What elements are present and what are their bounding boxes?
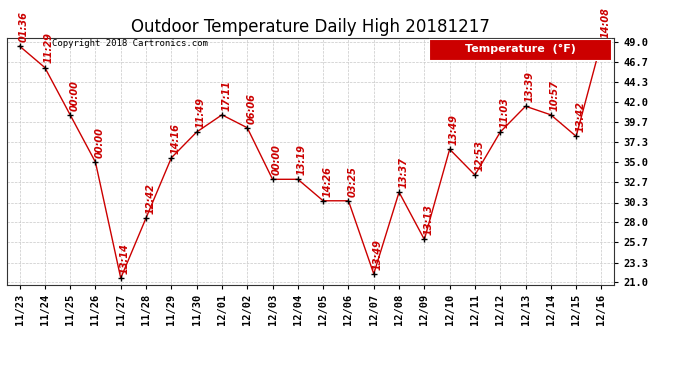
Text: 13:42: 13:42 bbox=[575, 101, 585, 132]
Text: 03:25: 03:25 bbox=[348, 166, 357, 196]
Text: 14:08: 14:08 bbox=[600, 7, 611, 38]
Text: 13:37: 13:37 bbox=[398, 157, 408, 188]
Text: 00:00: 00:00 bbox=[95, 127, 105, 158]
Text: 12:53: 12:53 bbox=[474, 140, 484, 171]
Title: Outdoor Temperature Daily High 20181217: Outdoor Temperature Daily High 20181217 bbox=[131, 18, 490, 36]
Text: 13:14: 13:14 bbox=[120, 243, 130, 274]
Text: 11:29: 11:29 bbox=[44, 33, 54, 63]
Text: 12:42: 12:42 bbox=[145, 183, 155, 214]
Text: 13:39: 13:39 bbox=[524, 71, 535, 102]
Text: 14:26: 14:26 bbox=[322, 166, 333, 196]
Text: Copyright 2018 Cartronics.com: Copyright 2018 Cartronics.com bbox=[52, 39, 208, 48]
Text: 10:57: 10:57 bbox=[550, 80, 560, 111]
Text: 13:49: 13:49 bbox=[448, 114, 459, 145]
Text: 06:06: 06:06 bbox=[246, 93, 257, 124]
Text: 14:16: 14:16 bbox=[170, 123, 181, 154]
Text: 17:11: 17:11 bbox=[221, 80, 231, 111]
Text: 13:13: 13:13 bbox=[424, 204, 433, 235]
Text: 13:49: 13:49 bbox=[373, 239, 383, 270]
Text: 11:03: 11:03 bbox=[500, 97, 509, 128]
Text: 11:49: 11:49 bbox=[196, 97, 206, 128]
Text: 00:00: 00:00 bbox=[272, 144, 282, 175]
Text: 01:36: 01:36 bbox=[19, 11, 29, 42]
Text: 00:00: 00:00 bbox=[69, 80, 79, 111]
Text: 13:19: 13:19 bbox=[297, 144, 307, 175]
